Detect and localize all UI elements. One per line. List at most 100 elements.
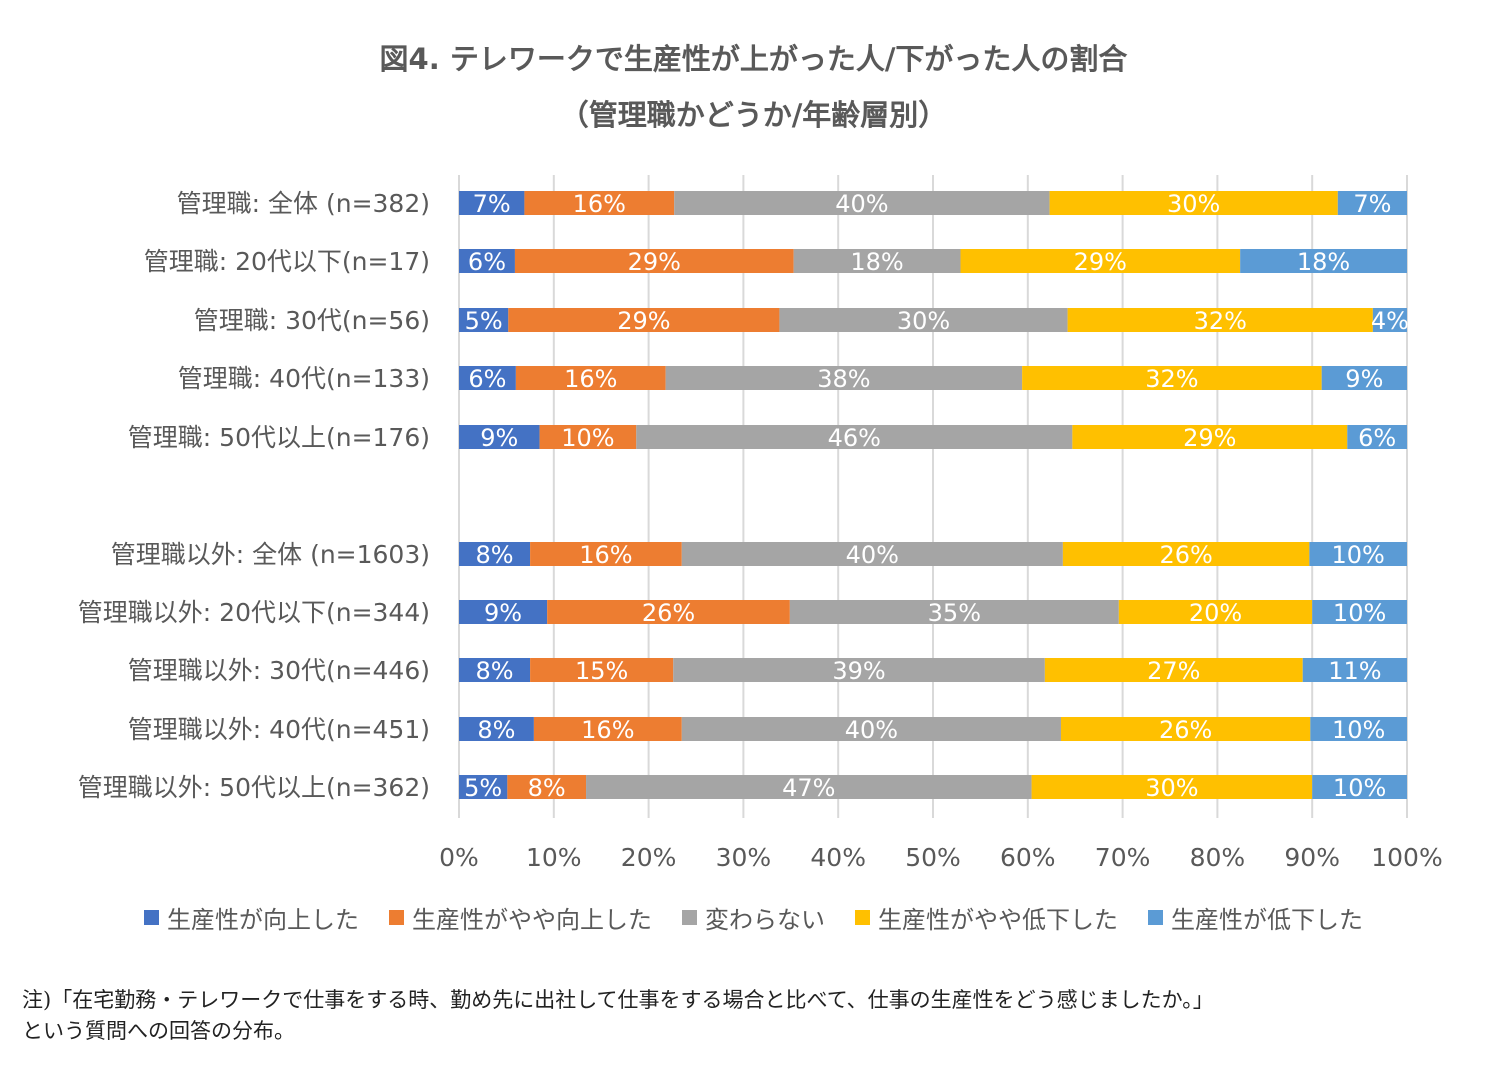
bar-segment: [636, 425, 1073, 449]
bar-segment: [674, 191, 1050, 215]
data-label: 30%: [897, 307, 950, 335]
x-tick-label: 60%: [1000, 843, 1056, 872]
bar-segment: [459, 425, 540, 449]
bar-segment: [1321, 366, 1407, 390]
bar-segment: [459, 249, 515, 273]
x-tick-label: 50%: [905, 843, 961, 872]
bar-segment: [681, 542, 1063, 566]
bar-segment: [793, 249, 961, 273]
category-label: 管理職以外: 40代(n=451): [128, 715, 430, 744]
data-label: 35%: [928, 599, 981, 627]
data-label: 26%: [642, 599, 695, 627]
x-tick-label: 30%: [716, 843, 772, 872]
data-label: 38%: [817, 365, 870, 393]
x-tick-label: 100%: [1371, 843, 1442, 872]
bar-segment: [530, 542, 682, 566]
category-label: 管理職: 20代以下(n=17): [144, 247, 430, 276]
bar-segment: [459, 191, 525, 215]
data-label: 11%: [1328, 657, 1381, 685]
bar-segment: [459, 308, 509, 332]
bar-segment: [1067, 308, 1373, 332]
data-label: 20%: [1189, 599, 1242, 627]
data-label: 6%: [468, 248, 506, 276]
legend-swatch: [855, 910, 870, 925]
data-label: 46%: [828, 424, 881, 452]
data-label: 8%: [476, 657, 514, 685]
bar-segment: [681, 717, 1061, 741]
bar-segment: [533, 717, 682, 741]
chart-subtitle: （管理職かどうか/年齢層別）: [559, 98, 948, 132]
data-label: 4%: [1371, 307, 1409, 335]
bar-segment: [459, 658, 531, 682]
bar-segment: [1312, 775, 1407, 799]
legend: 生産性が向上した 生産性がやや向上した 変わらない 生産性がやや低下した 生産性が低下し…: [0, 900, 1507, 935]
bar-segment: [1044, 658, 1303, 682]
bar-segment: [789, 600, 1119, 624]
data-label: 16%: [564, 365, 617, 393]
legend-swatch: [389, 910, 404, 925]
data-label: 9%: [484, 599, 522, 627]
legend-label: 生産性が向上した: [167, 906, 359, 934]
category-label: 管理職以外: 50代以上(n=362): [78, 773, 430, 802]
data-label: 16%: [579, 541, 632, 569]
category-label: 管理職: 50代以上(n=176): [128, 423, 430, 452]
bar-segment: [665, 366, 1023, 390]
data-label: 29%: [628, 248, 681, 276]
bar-segment: [539, 425, 637, 449]
data-label: 32%: [1145, 365, 1198, 393]
data-label: 10%: [561, 424, 614, 452]
data-label: 29%: [617, 307, 670, 335]
bar-segment: [586, 775, 1032, 799]
data-label: 7%: [1353, 190, 1391, 218]
data-label: 10%: [1333, 599, 1386, 627]
data-label: 9%: [480, 424, 518, 452]
data-label: 29%: [1183, 424, 1236, 452]
data-label: 30%: [1145, 774, 1198, 802]
chart-area: 0% 10% 20% 30% 40% 50% 60% 70% 80% 90% 100% 管理職: 全体…: [78, 175, 1443, 872]
category-label: 管理職以外: 20代以下(n=344): [78, 598, 430, 627]
data-label: 40%: [835, 190, 888, 218]
bar-segment: [960, 249, 1241, 273]
bar-segment: [673, 658, 1045, 682]
legend-label: 生産性がやや低下した: [878, 906, 1118, 934]
data-label: 16%: [573, 190, 626, 218]
bar-segment: [507, 775, 587, 799]
bar-segment: [1347, 425, 1407, 449]
bar-segment: [459, 542, 531, 566]
bar-segment: [459, 775, 508, 799]
bar-segment: [1049, 191, 1338, 215]
bar-segment: [530, 658, 674, 682]
data-label: 9%: [1345, 365, 1383, 393]
bar-segment: [1302, 658, 1407, 682]
data-label: 7%: [473, 190, 511, 218]
category-label: 管理職: 30代(n=56): [194, 306, 430, 335]
bar-segment: [1062, 542, 1310, 566]
x-tick-label: 40%: [810, 843, 866, 872]
data-label: 47%: [782, 774, 835, 802]
data-label: 26%: [1159, 541, 1212, 569]
note-line-1: 注)「在宅勤務・テレワークで仕事をする時、勤め先に出社して仕事をする場合と比べて…: [22, 988, 1214, 1012]
data-label: 27%: [1147, 657, 1200, 685]
bar-segment: [515, 366, 666, 390]
data-label: 8%: [477, 716, 515, 744]
data-label: 30%: [1167, 190, 1220, 218]
bar-segment: [508, 308, 780, 332]
bar-segment: [1337, 191, 1407, 215]
legend-label: 変わらない: [705, 906, 825, 934]
bar-segment: [1031, 775, 1313, 799]
legend-swatch: [682, 910, 697, 925]
x-tick-label: 70%: [1095, 843, 1151, 872]
x-tick-label: 0%: [439, 843, 479, 872]
x-tick-label: 10%: [526, 843, 582, 872]
bar-segment: [524, 191, 675, 215]
data-label: 26%: [1159, 716, 1212, 744]
bar-segment: [459, 600, 548, 624]
data-label: 6%: [468, 365, 506, 393]
data-label: 39%: [832, 657, 885, 685]
bar-segment: [1118, 600, 1313, 624]
data-label: 8%: [528, 774, 566, 802]
legend-item: 生産性がやや向上した: [389, 900, 652, 935]
data-label: 5%: [465, 307, 503, 335]
bar-segment: [459, 717, 534, 741]
category-label: 管理職以外: 30代(n=446): [128, 656, 430, 685]
